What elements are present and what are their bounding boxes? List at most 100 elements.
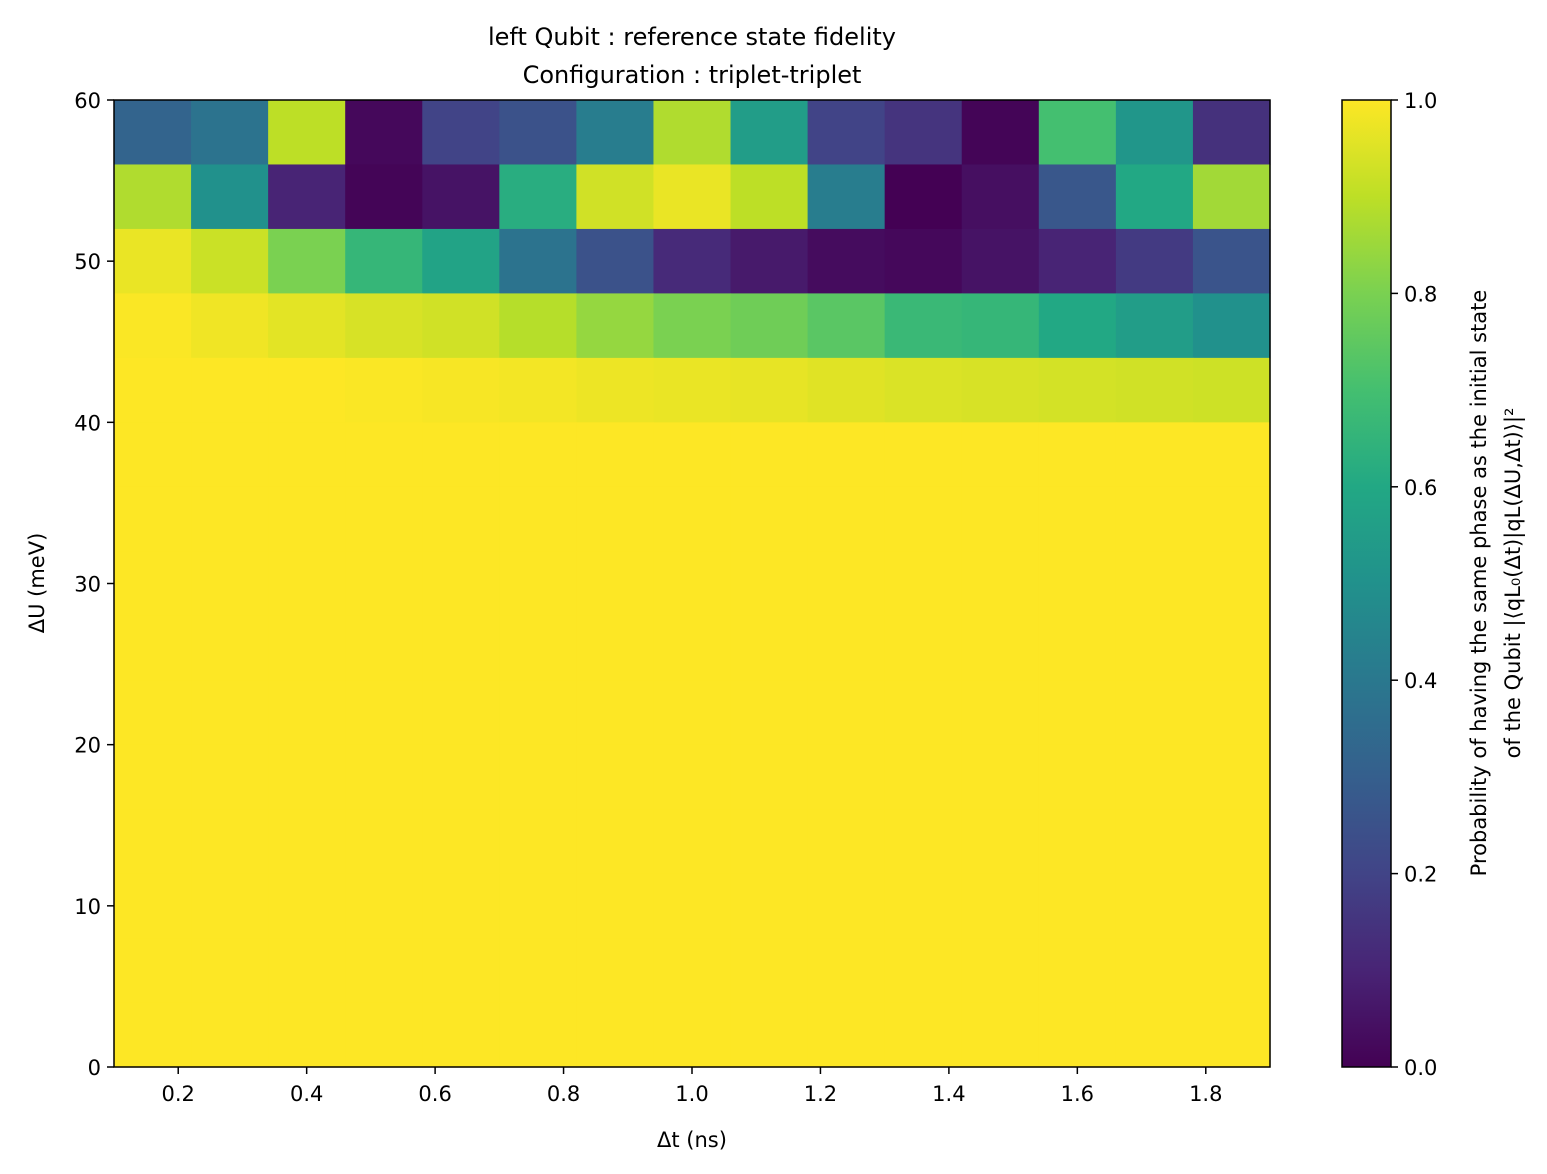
heatmap-cell (807, 873, 886, 939)
heatmap-cell (1038, 357, 1117, 423)
heatmap-cell (576, 680, 655, 746)
colorbar-tick-label: 1.0 (1404, 89, 1437, 113)
heatmap-cell (961, 551, 1040, 617)
heatmap-cell (345, 164, 423, 230)
heatmap-cell (1038, 873, 1117, 939)
heatmap-cell (961, 938, 1040, 1004)
heatmap-cell (191, 1002, 269, 1068)
heatmap-cell (422, 809, 500, 875)
heatmap-cell (653, 873, 732, 939)
heatmap-cell (268, 486, 346, 552)
heatmap-cell (730, 551, 809, 617)
heatmap-cell (653, 680, 732, 746)
heatmap-cell (191, 100, 269, 166)
heatmap-cell (345, 293, 423, 359)
heatmap-cell (961, 293, 1040, 359)
heatmap-cell (191, 164, 269, 230)
heatmap-cell (268, 938, 346, 1004)
heatmap-cell (807, 615, 886, 681)
heatmap-cell (653, 551, 732, 617)
heatmap-cell (345, 486, 423, 552)
y-axis-label: ΔU (meV) (25, 533, 49, 634)
heatmap-cell (499, 357, 577, 423)
heatmap-cell (653, 809, 732, 875)
heatmap-cell (884, 680, 963, 746)
heatmap-cell (730, 1002, 809, 1068)
heatmap-cell (961, 357, 1040, 423)
heatmap-cell (576, 486, 655, 552)
heatmap-cell (884, 422, 963, 488)
heatmap-cell (114, 422, 192, 488)
heatmap-cell (191, 809, 269, 875)
heatmap-cell (807, 164, 886, 230)
heatmap-cell (114, 744, 192, 810)
heatmap-cell (1192, 938, 1271, 1004)
heatmap-cell (576, 357, 655, 423)
heatmap-cell (576, 1002, 655, 1068)
heatmap-cell (1115, 228, 1194, 294)
heatmap-cell (499, 1002, 577, 1068)
heatmap-cell (807, 357, 886, 423)
heatmap-cell (345, 100, 423, 166)
heatmap-cell (345, 680, 423, 746)
heatmap-cell (730, 164, 809, 230)
x-tick-label: 1.8 (1189, 1082, 1222, 1106)
heatmap-cell (1115, 551, 1194, 617)
colorbar-label-line1: Probability of having the same phase as … (1467, 290, 1491, 877)
heatmap-cell (1038, 1002, 1117, 1068)
heatmap-cell (1038, 744, 1117, 810)
heatmap-cell (1115, 164, 1194, 230)
heatmap-cell (422, 1002, 500, 1068)
heatmap-cell (1192, 1002, 1271, 1068)
heatmap-cell (1038, 938, 1117, 1004)
heatmap-cell (807, 938, 886, 1004)
heatmap-cell (884, 164, 963, 230)
heatmap-cell (884, 357, 963, 423)
heatmap-cell (499, 293, 577, 359)
heatmap-cell (730, 809, 809, 875)
heatmap-cell (1192, 615, 1271, 681)
heatmap-cell (1038, 293, 1117, 359)
heatmap-cell (961, 1002, 1040, 1068)
heatmap-cell (884, 100, 963, 166)
heatmap-cell (191, 422, 269, 488)
heatmap-cell (730, 873, 809, 939)
colorbar-tick-label: 0.0 (1404, 1056, 1437, 1080)
heatmap-cell (191, 486, 269, 552)
y-tick-label: 0 (88, 1056, 101, 1080)
heatmap-cell (268, 422, 346, 488)
x-tick-label: 1.2 (804, 1082, 837, 1106)
heatmap-cell (576, 744, 655, 810)
heatmap-cell (422, 228, 500, 294)
colorbar-tick-label: 0.8 (1404, 282, 1437, 306)
heatmap-cell (1115, 615, 1194, 681)
heatmap-cell (345, 357, 423, 423)
heatmap-cell (961, 615, 1040, 681)
heatmap-cell (653, 938, 732, 1004)
heatmap-cell (1038, 100, 1117, 166)
y-tick-label: 60 (74, 89, 101, 113)
heatmap-cell (191, 615, 269, 681)
heatmap-cell (576, 228, 655, 294)
heatmap-cell (114, 100, 192, 166)
heatmap-cell (961, 744, 1040, 810)
heatmap-cell (114, 938, 192, 1004)
heatmap-cell (1038, 422, 1117, 488)
heatmap-cell (807, 100, 886, 166)
heatmap-cell (499, 486, 577, 552)
heatmap-cell (884, 615, 963, 681)
heatmap-cell (114, 486, 192, 552)
heatmap-cell (576, 615, 655, 681)
heatmap-cell (114, 293, 192, 359)
heatmap-cell (191, 938, 269, 1004)
heatmap-cell (653, 1002, 732, 1068)
heatmap-cell (1192, 100, 1271, 166)
heatmap-cell (961, 100, 1040, 166)
heatmap-cell (576, 164, 655, 230)
heatmap-cell (114, 680, 192, 746)
heatmap-cell (576, 809, 655, 875)
heatmap-cell (268, 873, 346, 939)
heatmap-cell (1192, 486, 1271, 552)
heatmap-cell (422, 551, 500, 617)
